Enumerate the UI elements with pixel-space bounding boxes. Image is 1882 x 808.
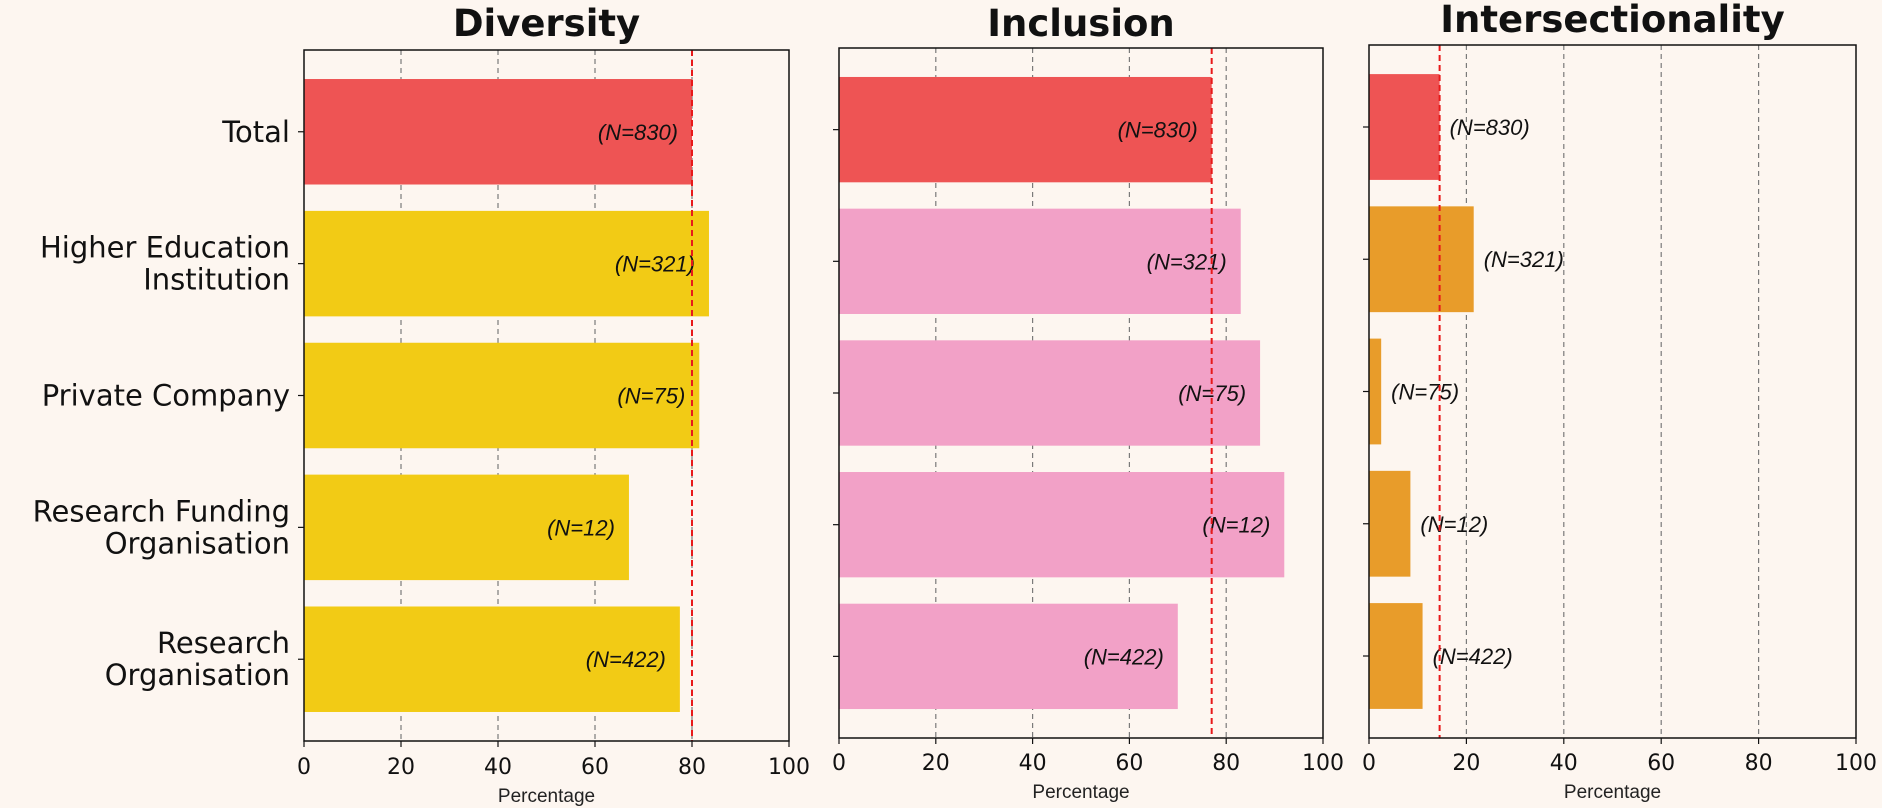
panel-title: Inclusion [987, 2, 1175, 45]
axes-frame [1368, 44, 1857, 739]
axes-frame [303, 49, 790, 742]
x-tick-label: 20 [1452, 751, 1480, 776]
axes-frame [838, 47, 1324, 739]
bar [304, 606, 680, 712]
x-tick-label: 80 [1745, 751, 1773, 776]
bar-data-label: (N=830) [598, 120, 678, 145]
x-tick-label: 40 [1019, 751, 1047, 776]
category-label: Higher Education Institution [40, 231, 290, 297]
bar-data-label: (N=422) [1084, 644, 1164, 669]
bar-data-label: (N=12) [547, 515, 615, 540]
x-axis-label: Percentage [498, 786, 595, 807]
bar-data-label: (N=830) [1118, 118, 1198, 143]
bar [304, 79, 692, 185]
x-tick-label: 60 [581, 755, 609, 780]
bar [304, 210, 709, 317]
bar [839, 603, 1178, 710]
panel-0: (N=830) Total (N=321) Higher Education Insti… [33, 2, 810, 807]
panel-title: Diversity [453, 2, 640, 45]
bar-data-label: (N=422) [586, 647, 666, 672]
panel-2: (N=830) (N=321) (N=75) (N=12) (N=422) 0 20 40 60… [1362, 0, 1877, 803]
x-tick-label: 100 [768, 755, 810, 780]
bar-data-label: (N=12) [1420, 512, 1488, 537]
bar-data-label: (N=422) [1433, 644, 1513, 669]
bar [1369, 206, 1474, 313]
bar [1369, 338, 1382, 445]
bar [1369, 74, 1440, 180]
x-tick-label: 0 [1362, 751, 1376, 776]
bar [1369, 470, 1411, 577]
bar-data-label: (N=321) [1147, 249, 1227, 274]
panel-1: (N=830)(N=321)(N=75)(N=12)(N=422)0 20 40 60… [832, 2, 1344, 803]
x-tick-label: 60 [1115, 751, 1143, 776]
x-tick-label: 40 [484, 755, 512, 780]
bar [304, 342, 700, 449]
bar [839, 340, 1261, 446]
x-tick-label: 0 [832, 751, 846, 776]
category-label: Private Company [42, 379, 290, 413]
category-label: Research Organisation [105, 626, 290, 692]
x-tick-label: 100 [1835, 751, 1877, 776]
x-tick-label: 80 [678, 755, 706, 780]
x-tick-label: 100 [1302, 751, 1344, 776]
x-axis-label: Percentage [1032, 782, 1129, 803]
x-axis-label: Percentage [1564, 782, 1661, 803]
bar-data-label: (N=12) [1202, 513, 1270, 538]
bar-data-label: (N=321) [615, 252, 695, 277]
bar-data-label: (N=75) [617, 384, 685, 409]
x-tick-label: 20 [387, 755, 415, 780]
bar [839, 472, 1285, 578]
bar-data-label: (N=830) [1450, 115, 1530, 140]
x-tick-label: 0 [297, 755, 311, 780]
category-label: Total [221, 115, 290, 149]
bar [304, 474, 629, 581]
x-tick-label: 80 [1212, 751, 1240, 776]
bar [1369, 603, 1423, 709]
x-tick-label: 40 [1550, 751, 1578, 776]
bar [839, 76, 1212, 183]
bar-data-label: (N=75) [1391, 380, 1459, 405]
bar-data-label: (N=321) [1484, 247, 1564, 272]
x-tick-label: 20 [922, 751, 950, 776]
panel-title: Intersectionality [1440, 0, 1784, 41]
category-label: Research Funding Organisation [33, 494, 290, 560]
x-tick-label: 60 [1647, 751, 1675, 776]
bar [839, 208, 1241, 314]
